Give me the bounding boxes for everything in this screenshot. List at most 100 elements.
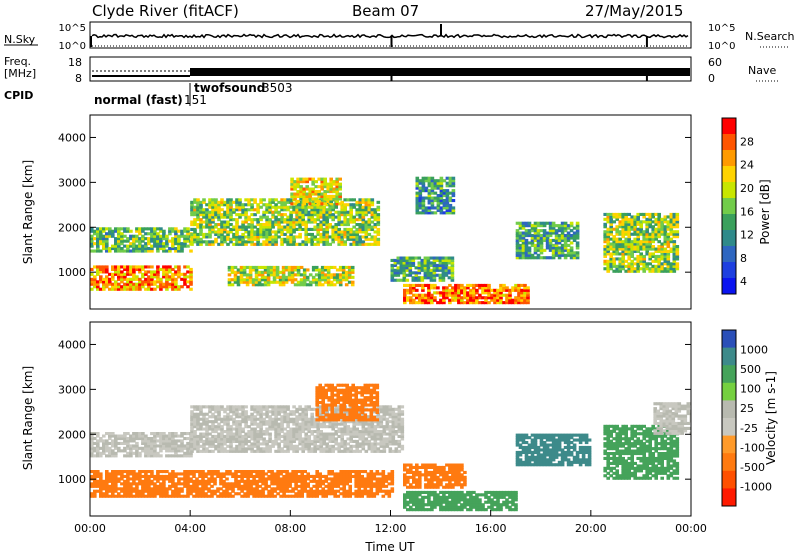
- power-cell: [566, 243, 571, 247]
- velocity-cell: [253, 422, 257, 426]
- velocity-cell: [265, 407, 269, 411]
- power-cell: [523, 296, 527, 300]
- power-cell: [415, 186, 420, 190]
- velocity-cell: [240, 487, 244, 491]
- power-cell: [126, 272, 130, 276]
- power-cell: [417, 271, 422, 275]
- velocity-cell: [265, 412, 269, 416]
- velocity-cell: [319, 422, 323, 426]
- power-cell: [442, 301, 446, 305]
- velocity-cell: [256, 432, 260, 436]
- power-cell: [358, 208, 362, 212]
- power-cell: [274, 215, 278, 219]
- velocity-cell: [141, 489, 145, 493]
- velocity-cell: [111, 492, 115, 496]
- velocity-cell: [301, 412, 305, 416]
- power-cell: [517, 286, 521, 290]
- power-cell: [326, 270, 331, 274]
- power-cell: [126, 229, 130, 233]
- power-cell: [606, 249, 610, 253]
- velocity-cell: [126, 451, 130, 455]
- power-cell: [376, 200, 381, 204]
- power-cell: [180, 277, 184, 281]
- power-cell: [526, 296, 530, 300]
- power-cell: [275, 280, 280, 284]
- power-cell: [214, 208, 218, 212]
- velocity-cell: [193, 442, 197, 446]
- velocity-cell: [321, 494, 325, 498]
- power-cell: [214, 200, 218, 204]
- power-cell: [280, 240, 284, 244]
- power-cell: [361, 235, 366, 239]
- velocity-cell: [96, 446, 100, 450]
- power-cell: [660, 220, 664, 224]
- power-cell: [493, 298, 497, 302]
- power-cell: [439, 211, 444, 215]
- power-cell: [445, 291, 449, 295]
- power-cell: [153, 229, 157, 233]
- power-cell: [305, 192, 309, 196]
- velocity-cell: [310, 447, 314, 451]
- power-cell: [338, 177, 342, 181]
- power-cell: [447, 276, 452, 280]
- power-cell: [302, 280, 307, 284]
- power-cell: [307, 215, 311, 219]
- velocity-cell: [114, 482, 118, 486]
- power-cell: [153, 287, 157, 291]
- velocity-cell: [147, 492, 151, 496]
- velocity-cell: [138, 479, 142, 483]
- power-cell: [296, 182, 300, 186]
- velocity-cell: [117, 441, 121, 445]
- velocity-cell: [150, 482, 154, 486]
- power-cell: [609, 222, 613, 226]
- velocity-cell: [307, 449, 311, 453]
- velocity-cell: [186, 489, 190, 493]
- power-cell: [548, 231, 553, 235]
- power-cell: [451, 296, 455, 300]
- velocity-cell: [235, 437, 239, 441]
- power-cell: [248, 273, 253, 277]
- velocity-cell: [247, 447, 251, 451]
- power-cell: [199, 227, 203, 231]
- power-cell: [648, 257, 652, 261]
- power-cell: [241, 232, 245, 236]
- power-cell: [266, 283, 271, 287]
- power-cell: [405, 273, 410, 277]
- velocity-cell: [105, 449, 109, 453]
- power-cell: [250, 230, 254, 234]
- power-cell: [338, 280, 343, 284]
- power-cell: [262, 235, 266, 239]
- power-cell: [487, 296, 491, 300]
- power-cell: [223, 240, 227, 244]
- velocity-cell: [274, 410, 278, 414]
- power-cell: [299, 185, 303, 189]
- power-cell: [292, 205, 296, 209]
- power-cell: [129, 277, 133, 281]
- power-cell: [636, 222, 640, 226]
- power-cell: [217, 242, 221, 246]
- power-cell: [153, 244, 157, 248]
- power-cell: [376, 240, 381, 244]
- power-cell: [448, 206, 453, 210]
- velocity-cell: [220, 427, 224, 431]
- velocity-cell: [205, 434, 209, 438]
- velocity-cell: [183, 474, 187, 478]
- power-cell: [633, 215, 637, 219]
- power-cell: [120, 265, 124, 269]
- velocity-cell: [120, 470, 124, 474]
- power-cell: [603, 237, 607, 241]
- power-cell: [663, 217, 668, 221]
- power-cell: [242, 270, 247, 274]
- velocity-cell: [345, 472, 349, 476]
- power-cell: [275, 265, 280, 269]
- velocity-cell: [250, 434, 254, 438]
- power-cell: [196, 213, 200, 217]
- velocity-cell: [286, 407, 290, 411]
- velocity-cell: [342, 474, 346, 478]
- velocity-cell: [265, 405, 269, 409]
- velocity-cell: [141, 492, 145, 496]
- power-cell: [660, 217, 664, 221]
- power-cell: [105, 247, 109, 251]
- power-cell: [144, 242, 148, 246]
- velocity-cell: [171, 441, 175, 445]
